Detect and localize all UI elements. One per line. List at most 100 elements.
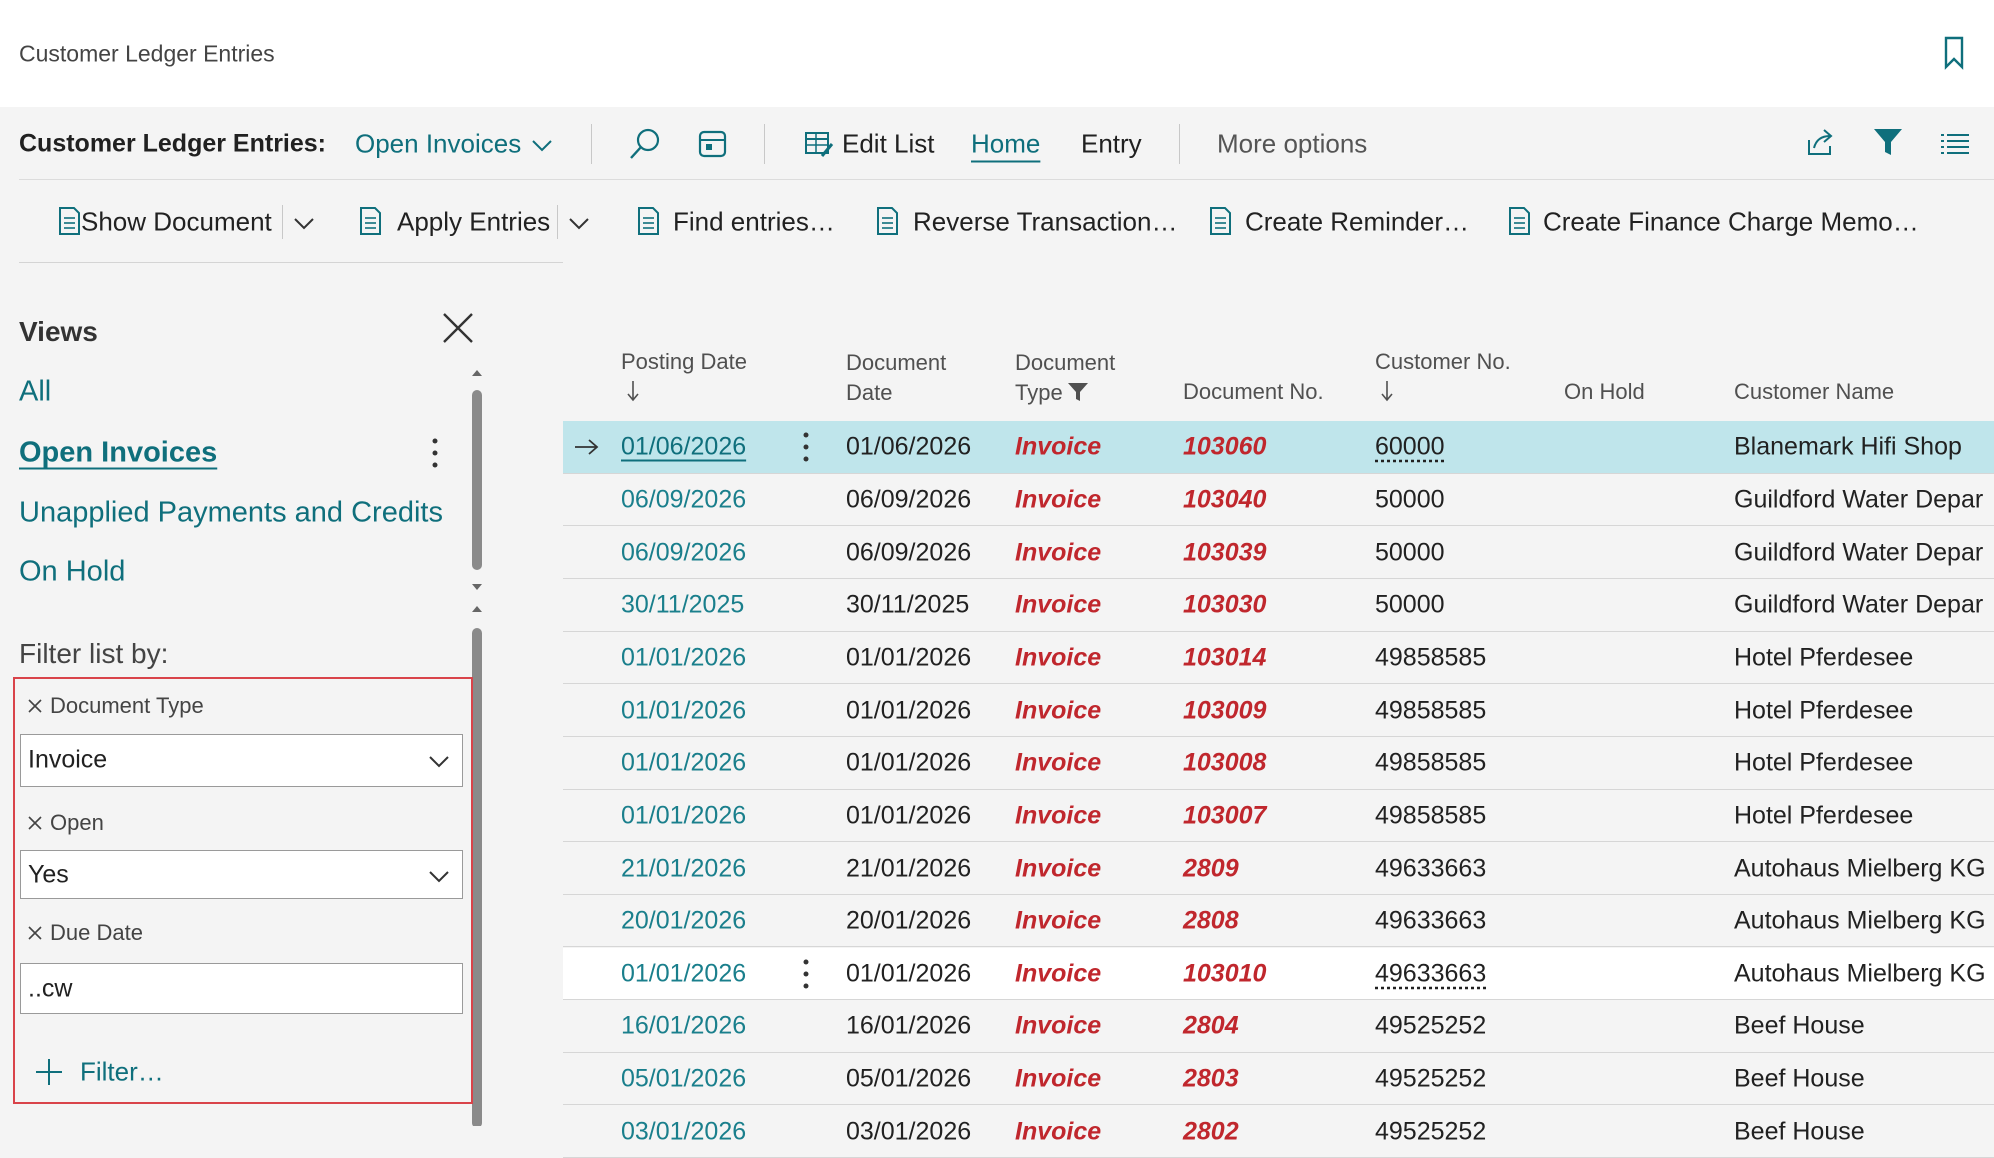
chevron-icon[interactable] xyxy=(427,753,451,774)
search-icon[interactable] xyxy=(628,127,662,161)
table-row[interactable] xyxy=(563,842,1994,895)
chevron-icon[interactable] xyxy=(427,868,451,889)
view-item[interactable]: On Hold xyxy=(19,555,126,588)
table-cell[interactable]: 03/01/2026 xyxy=(621,1117,747,1146)
table-cell[interactable]: 01/06/2026 xyxy=(621,432,747,461)
share-icon[interactable] xyxy=(1805,128,1835,158)
column-header[interactable]: Document Type xyxy=(1015,350,1116,405)
action-button[interactable]: Find entries… xyxy=(673,206,835,237)
view-item[interactable]: Unapplied Payments and Credits xyxy=(19,496,443,529)
table-cell[interactable]: 50000 xyxy=(1375,538,1445,567)
scrollbar[interactable] xyxy=(468,366,486,1126)
column-header[interactable]: Customer Name xyxy=(1734,379,1895,404)
table-cell[interactable]: 01/01/2026 xyxy=(621,748,747,777)
column-header[interactable]: Customer No. xyxy=(1375,349,1511,374)
list-icon[interactable] xyxy=(1940,132,1970,156)
table-cell[interactable]: 01/01/2026 xyxy=(621,959,747,988)
table-cell[interactable]: 01/01/2026 xyxy=(621,643,747,672)
bookmark-icon[interactable] xyxy=(1944,36,1964,70)
row-menu[interactable] xyxy=(801,431,811,468)
table-cell[interactable]: 2809 xyxy=(1183,854,1239,883)
table-cell[interactable]: 01/01/2026 xyxy=(621,801,747,830)
view-item[interactable]: Open Invoices xyxy=(19,436,218,469)
action-button[interactable]: Show Document xyxy=(81,206,272,237)
chevron-icon[interactable] xyxy=(530,137,554,158)
toolbar-tab[interactable]: Entry xyxy=(1081,128,1142,159)
table-cell[interactable]: 50000 xyxy=(1375,485,1445,514)
table-cell[interactable]: 103014 xyxy=(1183,643,1267,672)
toolbar-tab[interactable]: Edit List xyxy=(842,128,935,159)
table-cell[interactable]: 2804 xyxy=(1183,1011,1239,1040)
action-button[interactable]: Reverse Transaction… xyxy=(913,206,1178,237)
table-row[interactable] xyxy=(563,632,1994,685)
chevron-icon[interactable] xyxy=(567,215,591,236)
table-cell[interactable]: 2803 xyxy=(1183,1064,1239,1093)
table-cell[interactable]: 30/11/2025 xyxy=(621,590,745,619)
table-row[interactable] xyxy=(563,1053,1994,1106)
toolbar-tab[interactable]: More options xyxy=(1217,128,1368,159)
table-row[interactable] xyxy=(563,474,1994,527)
action-button[interactable]: Create Reminder… xyxy=(1245,206,1469,237)
edit-list-icon[interactable] xyxy=(804,130,834,158)
table-row[interactable] xyxy=(563,790,1994,843)
toolbar-tab[interactable]: Home xyxy=(971,128,1041,159)
table-cell[interactable]: 60000 xyxy=(1375,432,1445,461)
table-cell[interactable]: 06/09/2026 xyxy=(621,538,747,567)
table-cell[interactable]: 50000 xyxy=(1375,590,1445,619)
table-cell[interactable]: 49858585 xyxy=(1375,748,1487,777)
table-cell[interactable]: 16/01/2026 xyxy=(621,1011,747,1040)
table-cell[interactable]: 49858585 xyxy=(1375,643,1487,672)
action-button[interactable]: Create Finance Charge Memo… xyxy=(1543,206,1919,237)
table-cell[interactable]: 103010 xyxy=(1183,959,1267,988)
table-cell[interactable]: 49858585 xyxy=(1375,696,1487,725)
add-filter[interactable]: Filter… xyxy=(80,1056,164,1087)
table-cell[interactable]: 49633663 xyxy=(1375,959,1487,988)
table-cell[interactable]: 49633663 xyxy=(1375,854,1487,883)
remove-filter-icon[interactable] xyxy=(27,698,43,719)
filter-icon[interactable] xyxy=(1873,127,1903,157)
table-cell[interactable]: 21/01/2026 xyxy=(621,854,747,883)
close-icon[interactable] xyxy=(436,306,480,350)
layout-icon[interactable] xyxy=(698,129,728,159)
column-header[interactable]: Document No. xyxy=(1183,379,1324,404)
table-row[interactable] xyxy=(563,579,1994,632)
table-cell[interactable]: 103007 xyxy=(1183,801,1267,830)
table-cell[interactable]: 103008 xyxy=(1183,748,1267,777)
table-cell[interactable]: 103009 xyxy=(1183,696,1267,725)
add-icon[interactable] xyxy=(34,1057,64,1092)
table-row[interactable] xyxy=(563,421,1994,474)
select-box[interactable] xyxy=(20,734,463,787)
table-cell[interactable]: 2808 xyxy=(1183,906,1239,935)
view-selector[interactable]: Open Invoices xyxy=(355,128,522,159)
table-cell[interactable]: 103060 xyxy=(1183,432,1267,461)
table-row[interactable] xyxy=(563,895,1994,948)
select-box[interactable] xyxy=(20,850,463,899)
view-item[interactable]: All xyxy=(19,375,52,408)
column-header[interactable]: Posting Date xyxy=(621,349,747,374)
table-cell[interactable]: 06/09/2026 xyxy=(621,485,747,514)
more-icon[interactable] xyxy=(430,437,440,474)
row-menu[interactable] xyxy=(801,958,811,995)
table-cell[interactable]: 49525252 xyxy=(1375,1064,1487,1093)
table-cell[interactable]: 103030 xyxy=(1183,590,1267,619)
table-cell[interactable]: 49525252 xyxy=(1375,1011,1487,1040)
table-cell[interactable]: 49525252 xyxy=(1375,1117,1487,1146)
table-cell[interactable]: 05/01/2026 xyxy=(621,1064,747,1093)
table-cell[interactable]: 49633663 xyxy=(1375,906,1487,935)
table-cell[interactable]: 2802 xyxy=(1183,1117,1239,1146)
remove-filter-icon[interactable] xyxy=(27,815,43,836)
column-header[interactable]: On Hold xyxy=(1564,379,1645,404)
table-row[interactable] xyxy=(563,947,1994,1001)
remove-filter-icon[interactable] xyxy=(27,925,43,946)
table-cell[interactable]: 20/01/2026 xyxy=(621,906,747,935)
table-cell[interactable]: 49858585 xyxy=(1375,801,1487,830)
table-cell[interactable]: 01/01/2026 xyxy=(621,696,747,725)
chevron-icon[interactable] xyxy=(292,215,316,236)
table-row[interactable] xyxy=(563,684,1994,737)
input-box[interactable] xyxy=(20,963,463,1014)
table-row[interactable] xyxy=(563,526,1994,579)
table-row[interactable] xyxy=(563,737,1994,790)
table-row[interactable] xyxy=(563,1000,1994,1053)
action-button[interactable]: Apply Entries xyxy=(397,206,551,237)
table-cell[interactable]: 103039 xyxy=(1183,538,1267,567)
